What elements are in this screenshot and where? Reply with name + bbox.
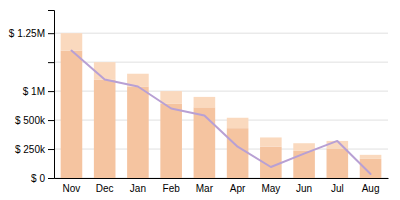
tick-label: Apr <box>230 183 246 194</box>
tick-mark <box>48 149 54 150</box>
axis-line <box>48 11 55 179</box>
grid-line <box>54 33 388 34</box>
bar <box>360 155 382 159</box>
tick-label: Mar <box>196 183 214 194</box>
tick: $ 500k <box>15 115 54 126</box>
tick: Mar <box>196 178 214 194</box>
line <box>71 51 370 174</box>
tick-label: $ 1.25M <box>9 28 45 39</box>
tick-mark <box>48 91 54 92</box>
bar-series <box>61 51 382 178</box>
tick: May <box>261 178 280 194</box>
tick: Dec <box>96 178 114 194</box>
tick-label: Dec <box>96 183 114 194</box>
tick: Feb <box>163 178 181 194</box>
tick: Jul <box>331 178 344 194</box>
tick: $ 0 <box>31 173 54 184</box>
tick-label: Aug <box>362 183 380 194</box>
grid <box>54 33 388 178</box>
bar <box>160 91 182 104</box>
tick-label: Feb <box>163 183 181 194</box>
y-axis: $ 0 $ 250k $ 500k $ 1M $ 1.25M <box>9 11 55 184</box>
tick-label: Nov <box>63 183 81 194</box>
tick: Nov <box>63 178 81 194</box>
chart: $ 0 $ 250k $ 500k $ 1M $ 1.25M Nov Dec Jan Feb Ma… <box>0 0 400 200</box>
tick: Jan <box>130 178 146 194</box>
bar <box>227 118 249 128</box>
tick-label: $ 500k <box>15 115 46 126</box>
tick: $ 1.25M <box>9 28 54 39</box>
tick-label: May <box>261 183 280 194</box>
tick-label: $ 250k <box>15 144 46 155</box>
tick-mark <box>48 33 54 34</box>
tick: $ 250k <box>15 144 54 155</box>
tick-label: $ 0 <box>31 173 45 184</box>
tick: Jun <box>296 178 312 194</box>
bar <box>61 33 83 50</box>
tick: Aug <box>362 178 380 194</box>
bar <box>227 128 249 178</box>
tick-label: $ 1M <box>23 86 45 97</box>
bar <box>61 51 83 178</box>
bar <box>194 97 216 107</box>
bar <box>327 148 349 178</box>
bar <box>127 86 149 178</box>
axis-line <box>55 178 389 179</box>
tick-label: Jun <box>296 183 312 194</box>
tick: Apr <box>230 178 246 194</box>
bar <box>94 80 116 178</box>
bar <box>94 62 116 79</box>
bar-series <box>61 33 382 159</box>
bar <box>194 107 216 178</box>
bar <box>260 137 282 146</box>
tick: $ 1M <box>23 86 54 97</box>
tick-label: Jul <box>331 183 344 194</box>
bar <box>293 151 315 178</box>
tick-mark <box>48 178 54 179</box>
tick-label: Jan <box>130 183 146 194</box>
x-axis: Nov Dec Jan Feb Mar Apr May Jun Jul Aug <box>55 178 389 194</box>
bar <box>293 143 315 151</box>
tick <box>48 62 54 63</box>
tick-mark <box>48 62 54 63</box>
bar <box>160 104 182 178</box>
tick-mark <box>48 120 54 121</box>
bar <box>360 159 382 178</box>
plot-area <box>61 33 382 178</box>
